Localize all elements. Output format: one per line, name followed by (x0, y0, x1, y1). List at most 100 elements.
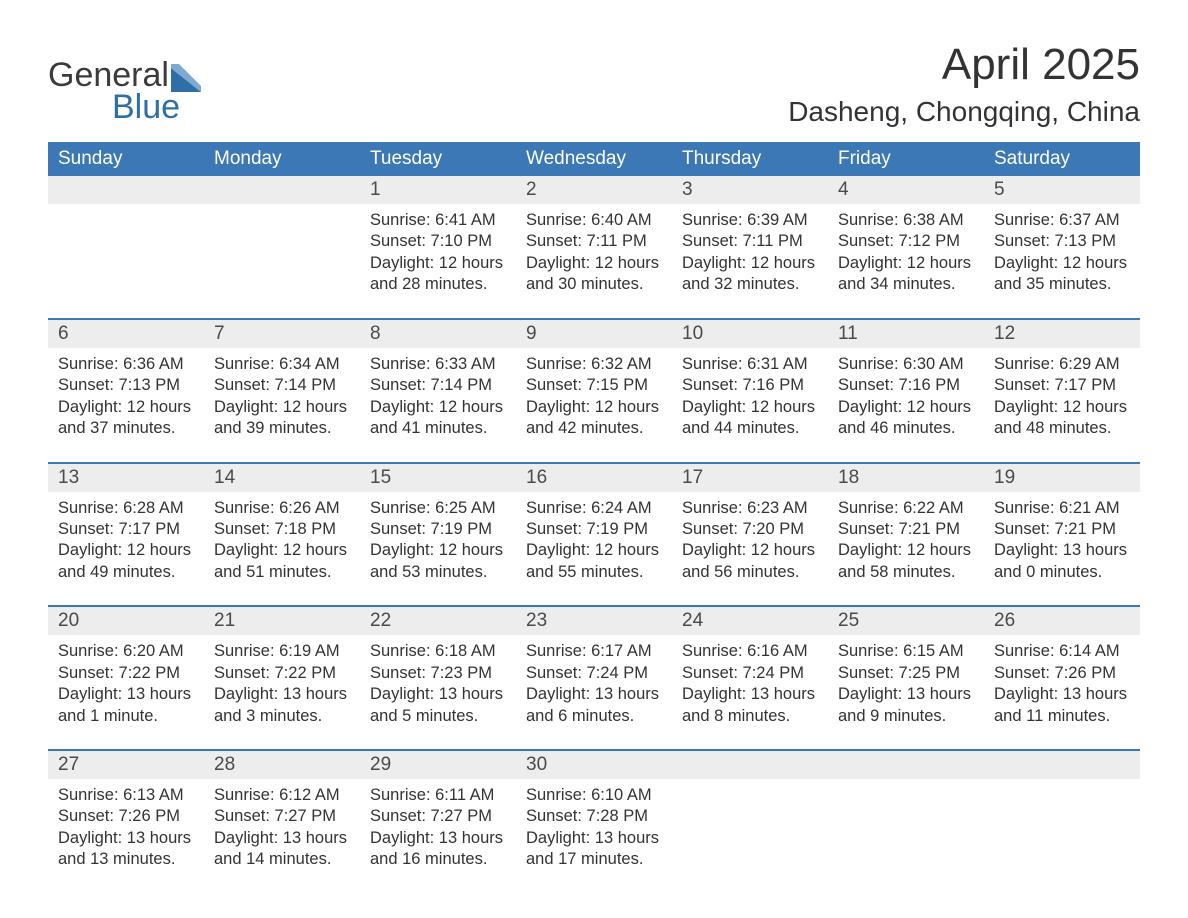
day-d1: Daylight: 12 hours (682, 397, 818, 418)
day-sunrise: Sunrise: 6:37 AM (994, 210, 1130, 231)
day-cell: Sunrise: 6:36 AMSunset: 7:13 PMDaylight:… (48, 348, 204, 444)
day-sunset: Sunset: 7:14 PM (214, 375, 350, 396)
day-sunrise: Sunrise: 6:20 AM (58, 641, 194, 662)
day-number: 7 (204, 320, 360, 348)
day-sunset: Sunset: 7:16 PM (682, 375, 818, 396)
day-number: 24 (672, 607, 828, 635)
day-sunrise: Sunrise: 6:36 AM (58, 354, 194, 375)
logo-flag-icon (171, 64, 207, 92)
day-number: 21 (204, 607, 360, 635)
logo-part1: General (48, 58, 169, 92)
day-sunrise: Sunrise: 6:22 AM (838, 498, 974, 519)
day-number-row: 13141516171819 (48, 464, 1140, 492)
day-sunset: Sunset: 7:12 PM (838, 231, 974, 252)
day-of-week-header: Sunday Monday Tuesday Wednesday Thursday… (48, 142, 1140, 176)
day-cell: Sunrise: 6:20 AMSunset: 7:22 PMDaylight:… (48, 635, 204, 731)
day-cell: Sunrise: 6:37 AMSunset: 7:13 PMDaylight:… (984, 204, 1140, 300)
logo-part2: Blue (112, 88, 180, 126)
day-sunrise: Sunrise: 6:32 AM (526, 354, 662, 375)
day-cell: Sunrise: 6:30 AMSunset: 7:16 PMDaylight:… (828, 348, 984, 444)
day-number: 8 (360, 320, 516, 348)
day-number: 30 (516, 751, 672, 779)
day-number: 4 (828, 176, 984, 204)
day-d1: Daylight: 12 hours (58, 540, 194, 561)
day-d1: Daylight: 13 hours (526, 828, 662, 849)
day-sunrise: Sunrise: 6:13 AM (58, 785, 194, 806)
day-number: 16 (516, 464, 672, 492)
day-d1: Daylight: 13 hours (214, 828, 350, 849)
header: General Blue April 2025 Dasheng, Chongqi… (48, 40, 1140, 138)
title-block: April 2025 Dasheng, Chongqing, China (788, 40, 1140, 138)
dow-saturday: Saturday (984, 142, 1140, 176)
day-number: 19 (984, 464, 1140, 492)
day-d2: and 51 minutes. (214, 562, 350, 583)
day-number-row: 6789101112 (48, 320, 1140, 348)
calendar-page: General Blue April 2025 Dasheng, Chongqi… (0, 0, 1188, 895)
day-d1: Daylight: 12 hours (370, 540, 506, 561)
day-number: 15 (360, 464, 516, 492)
day-sunrise: Sunrise: 6:19 AM (214, 641, 350, 662)
day-number: 5 (984, 176, 1140, 204)
day-sunset: Sunset: 7:26 PM (58, 806, 194, 827)
day-number: 27 (48, 751, 204, 779)
day-d1: Daylight: 13 hours (370, 828, 506, 849)
day-d2: and 53 minutes. (370, 562, 506, 583)
day-d1: Daylight: 13 hours (58, 684, 194, 705)
day-number: 2 (516, 176, 672, 204)
day-d2: and 3 minutes. (214, 706, 350, 727)
day-number: 18 (828, 464, 984, 492)
day-cell: Sunrise: 6:19 AMSunset: 7:22 PMDaylight:… (204, 635, 360, 731)
day-sunset: Sunset: 7:10 PM (370, 231, 506, 252)
day-cell: Sunrise: 6:41 AMSunset: 7:10 PMDaylight:… (360, 204, 516, 300)
day-number: 6 (48, 320, 204, 348)
page-subtitle: Dasheng, Chongqing, China (788, 96, 1140, 128)
day-sunset: Sunset: 7:22 PM (214, 663, 350, 684)
day-number (204, 176, 360, 204)
dow-tuesday: Tuesday (360, 142, 516, 176)
day-d1: Daylight: 13 hours (994, 540, 1130, 561)
day-d2: and 9 minutes. (838, 706, 974, 727)
day-number (672, 751, 828, 779)
day-sunset: Sunset: 7:13 PM (58, 375, 194, 396)
day-cell: Sunrise: 6:11 AMSunset: 7:27 PMDaylight:… (360, 779, 516, 875)
day-cell (828, 779, 984, 875)
day-cell: Sunrise: 6:34 AMSunset: 7:14 PMDaylight:… (204, 348, 360, 444)
day-number-row: 27282930 (48, 751, 1140, 779)
day-cell: Sunrise: 6:39 AMSunset: 7:11 PMDaylight:… (672, 204, 828, 300)
day-sunset: Sunset: 7:17 PM (994, 375, 1130, 396)
day-number: 20 (48, 607, 204, 635)
day-d2: and 35 minutes. (994, 274, 1130, 295)
day-d1: Daylight: 12 hours (214, 540, 350, 561)
day-cell: Sunrise: 6:15 AMSunset: 7:25 PMDaylight:… (828, 635, 984, 731)
day-d1: Daylight: 12 hours (370, 397, 506, 418)
day-d2: and 41 minutes. (370, 418, 506, 439)
day-d2: and 46 minutes. (838, 418, 974, 439)
day-cell: Sunrise: 6:18 AMSunset: 7:23 PMDaylight:… (360, 635, 516, 731)
day-sunrise: Sunrise: 6:39 AM (682, 210, 818, 231)
day-number: 22 (360, 607, 516, 635)
day-d1: Daylight: 13 hours (58, 828, 194, 849)
day-d2: and 48 minutes. (994, 418, 1130, 439)
day-d1: Daylight: 13 hours (214, 684, 350, 705)
day-sunrise: Sunrise: 6:24 AM (526, 498, 662, 519)
day-sunset: Sunset: 7:28 PM (526, 806, 662, 827)
day-sunset: Sunset: 7:19 PM (370, 519, 506, 540)
day-d2: and 32 minutes. (682, 274, 818, 295)
day-sunrise: Sunrise: 6:21 AM (994, 498, 1130, 519)
day-cell: Sunrise: 6:10 AMSunset: 7:28 PMDaylight:… (516, 779, 672, 875)
day-sunrise: Sunrise: 6:33 AM (370, 354, 506, 375)
day-d1: Daylight: 12 hours (526, 540, 662, 561)
day-d1: Daylight: 12 hours (526, 397, 662, 418)
day-d1: Daylight: 13 hours (838, 684, 974, 705)
day-sunrise: Sunrise: 6:18 AM (370, 641, 506, 662)
calendar-week: 6789101112Sunrise: 6:36 AMSunset: 7:13 P… (48, 318, 1140, 444)
day-sunset: Sunset: 7:16 PM (838, 375, 974, 396)
day-cell: Sunrise: 6:28 AMSunset: 7:17 PMDaylight:… (48, 492, 204, 588)
day-number: 13 (48, 464, 204, 492)
day-d1: Daylight: 12 hours (994, 253, 1130, 274)
day-cell (984, 779, 1140, 875)
day-d2: and 28 minutes. (370, 274, 506, 295)
day-d1: Daylight: 12 hours (994, 397, 1130, 418)
day-sunset: Sunset: 7:21 PM (838, 519, 974, 540)
calendar-week: 27282930Sunrise: 6:13 AMSunset: 7:26 PMD… (48, 749, 1140, 875)
